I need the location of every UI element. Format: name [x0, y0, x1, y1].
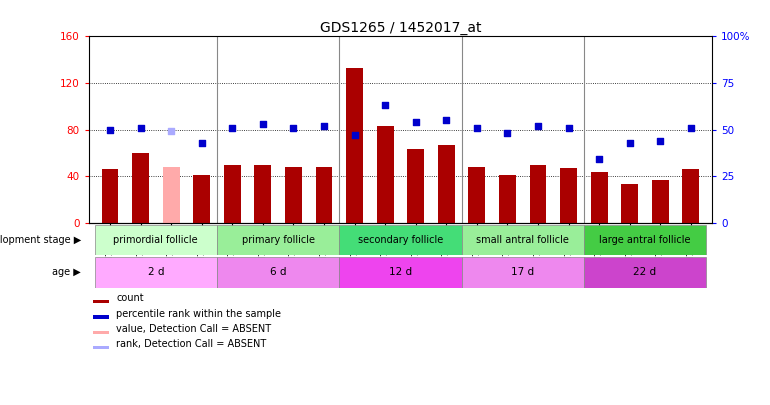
Bar — [652, 180, 668, 223]
Point — [562, 124, 574, 131]
Point — [104, 126, 116, 133]
Text: large antral follicle: large antral follicle — [599, 235, 691, 245]
Text: 6 d: 6 d — [270, 267, 286, 277]
Text: secondary follicle: secondary follicle — [358, 235, 443, 245]
Bar — [93, 330, 109, 334]
Text: value, Detection Call = ABSENT: value, Detection Call = ABSENT — [116, 324, 271, 334]
Bar — [584, 225, 706, 255]
Point — [318, 123, 330, 129]
Point — [501, 130, 514, 136]
Point — [348, 132, 360, 139]
Text: small antral follicle: small antral follicle — [477, 235, 569, 245]
Bar — [621, 184, 638, 223]
Point — [593, 156, 605, 163]
Text: primordial follicle: primordial follicle — [113, 235, 198, 245]
Point — [165, 128, 177, 135]
Bar — [285, 167, 302, 223]
Bar — [217, 225, 340, 255]
Text: 22 d: 22 d — [634, 267, 657, 277]
Bar — [584, 257, 706, 288]
Point — [410, 119, 422, 126]
Point — [379, 102, 391, 109]
Bar — [162, 167, 179, 223]
Point — [196, 139, 208, 146]
Text: rank, Detection Call = ABSENT: rank, Detection Call = ABSENT — [116, 339, 266, 349]
Point — [470, 124, 483, 131]
Bar — [316, 167, 333, 223]
Bar — [682, 169, 699, 223]
Bar — [407, 149, 424, 223]
Bar — [346, 68, 363, 223]
Bar — [217, 257, 340, 288]
Bar — [254, 164, 271, 223]
Title: GDS1265 / 1452017_at: GDS1265 / 1452017_at — [320, 21, 481, 35]
Text: percentile rank within the sample: percentile rank within the sample — [116, 309, 281, 319]
Point — [654, 138, 667, 144]
Bar — [95, 257, 217, 288]
Bar — [499, 175, 516, 223]
Bar — [93, 300, 109, 303]
Text: development stage ▶: development stage ▶ — [0, 235, 81, 245]
Point — [256, 121, 269, 127]
Text: primary follicle: primary follicle — [242, 235, 315, 245]
Bar — [132, 153, 149, 223]
Point — [685, 124, 697, 131]
Bar — [95, 225, 217, 255]
Text: 2 d: 2 d — [148, 267, 164, 277]
Bar — [377, 126, 393, 223]
Point — [440, 117, 453, 124]
Bar — [438, 145, 454, 223]
Bar — [591, 172, 608, 223]
Bar — [461, 257, 584, 288]
Bar — [224, 164, 241, 223]
Bar — [560, 168, 577, 223]
Text: age ▶: age ▶ — [52, 267, 81, 277]
Bar — [193, 175, 210, 223]
Bar — [102, 169, 119, 223]
Bar — [461, 225, 584, 255]
Text: count: count — [116, 294, 144, 303]
Point — [287, 124, 300, 131]
Bar — [340, 225, 461, 255]
Bar — [93, 315, 109, 318]
Point — [134, 124, 146, 131]
Bar — [530, 164, 547, 223]
Bar — [340, 257, 461, 288]
Bar — [93, 346, 109, 349]
Text: 12 d: 12 d — [389, 267, 412, 277]
Point — [624, 139, 636, 146]
Point — [226, 124, 239, 131]
Text: 17 d: 17 d — [511, 267, 534, 277]
Point — [532, 123, 544, 129]
Bar — [468, 167, 485, 223]
